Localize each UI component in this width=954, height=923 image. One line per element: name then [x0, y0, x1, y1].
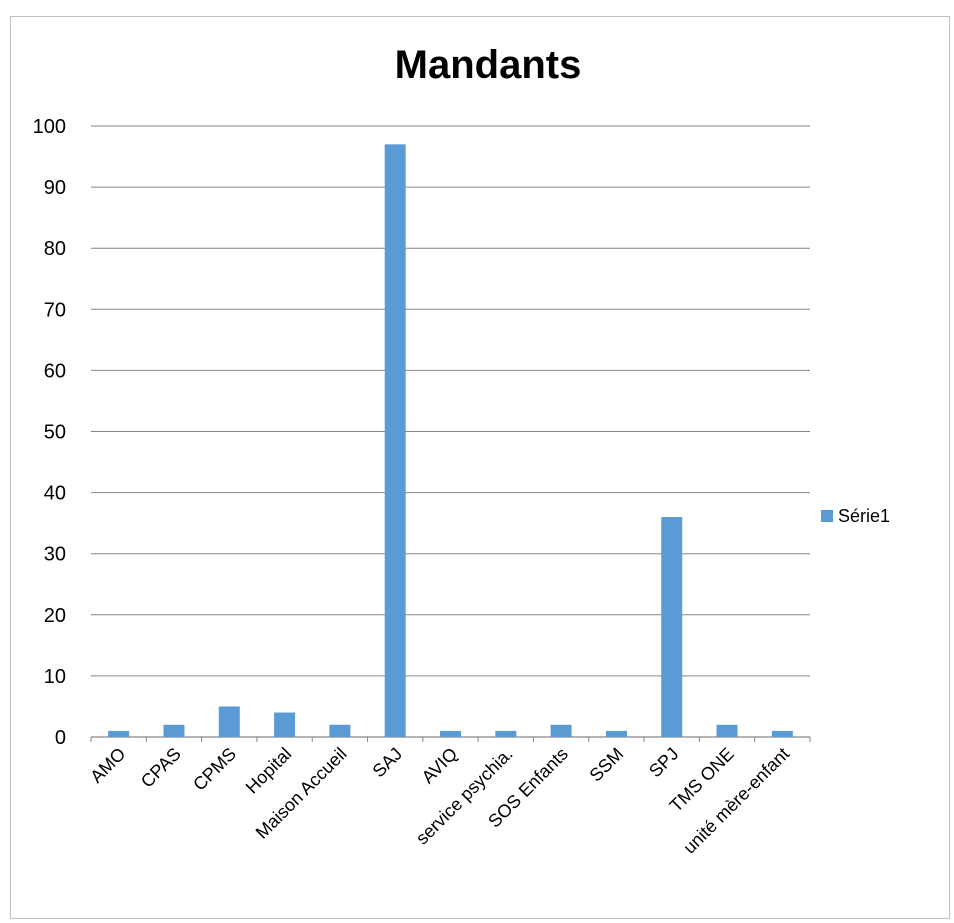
bar [550, 724, 572, 737]
bar [716, 724, 738, 737]
x-tick-label: AMO [86, 744, 129, 787]
bar [661, 517, 683, 737]
x-tick-label: Hopital [242, 744, 296, 798]
y-tick-label: 60 [44, 360, 66, 382]
bar [329, 724, 351, 737]
chart-frame [10, 16, 950, 919]
bar [605, 730, 627, 737]
y-tick-label: 0 [55, 727, 66, 749]
bar [108, 730, 130, 737]
y-axis-tick-labels: 0 10 20 30 40 50 60 70 80 90 100 [33, 116, 66, 749]
x-tick-label: SSM [586, 744, 628, 786]
legend-label: Série1 [838, 506, 890, 526]
bars [108, 144, 793, 737]
y-tick-label: 50 [44, 422, 66, 444]
x-tick-label: SAJ [369, 744, 406, 781]
bar [440, 730, 461, 737]
chart-title: Mandants [395, 43, 582, 87]
bar [274, 712, 296, 737]
bar [218, 706, 240, 737]
y-tick-label: 40 [44, 483, 66, 505]
y-tick-label: 20 [44, 605, 66, 627]
y-tick-label: 30 [44, 544, 66, 566]
legend-swatch [821, 510, 833, 522]
x-tick-label: CPMS [189, 744, 240, 795]
x-tick-label: AVIQ [418, 744, 462, 788]
y-tick-label: 100 [33, 116, 66, 138]
x-tick-label: CPAS [137, 744, 185, 792]
legend: Série1 [821, 506, 890, 526]
y-tick-label: 70 [44, 299, 66, 321]
bar [771, 730, 793, 737]
y-tick-label: 80 [44, 238, 66, 260]
bar [495, 730, 517, 737]
x-tick-label: SPJ [645, 744, 682, 781]
y-tick-label: 10 [44, 666, 66, 688]
gridlines [90, 125, 811, 742]
y-tick-label: 90 [44, 177, 66, 199]
bar [163, 724, 185, 737]
x-tick-label: service psychia. [412, 744, 517, 849]
bar [384, 144, 406, 737]
x-tick-label: unité mère-enfant [679, 744, 793, 858]
